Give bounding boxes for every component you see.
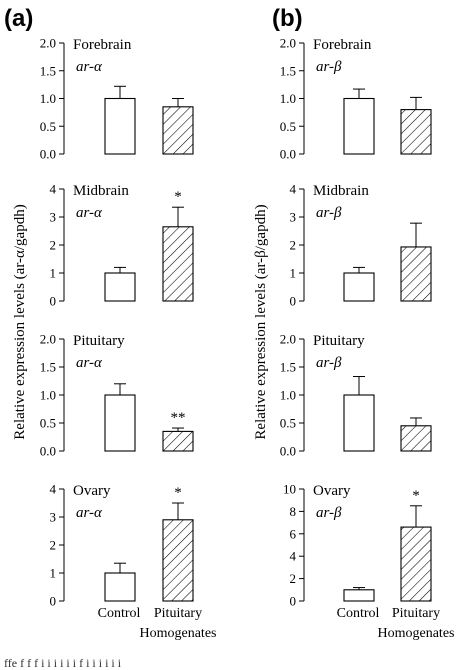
c7-bar-control — [343, 589, 375, 602]
c1-tissue-label: Midbrain — [73, 183, 129, 199]
c2-tick-label-3: 1.5 — [40, 360, 56, 375]
c2-tick-label-2: 1.0 — [40, 388, 56, 403]
c3-bar-pituitary-homogenates — [162, 519, 194, 602]
c4-tick-label-1: 0.5 — [280, 119, 296, 134]
c7-tick-label-4: 8 — [290, 504, 297, 519]
c6-tick-label-2: 1.0 — [280, 388, 296, 403]
panel-label-a: (a) — [4, 5, 33, 32]
c6-gene-label: ar-β — [316, 355, 342, 371]
c0-tissue-label: Forebrain — [73, 37, 132, 53]
c2-tick-label-4: 2.0 — [40, 332, 56, 347]
c4-bar-control — [343, 97, 375, 155]
c4-tick-label-4: 2.0 — [280, 36, 296, 51]
x-category-pituitary-a: Pituitary — [154, 606, 202, 621]
c5-gene-label: ar-β — [316, 205, 342, 221]
c7-bar-pituitary-homogenates — [400, 526, 432, 602]
charts-group: 0.0 0.5 1.0 1.5 2.0 Forebrain ar-α 0 1 2 3 4 Midbrai… — [40, 36, 432, 609]
c3-gene-label: ar-α — [76, 505, 103, 521]
c2-tick-label-1: 0.5 — [40, 416, 56, 431]
c3-tick-label-3: 3 — [50, 510, 57, 525]
c7-tick-label-0: 0 — [290, 594, 297, 609]
c7-gene-label: ar-β — [316, 505, 342, 521]
c5-tick-label-0: 0 — [290, 294, 297, 309]
x-category-homogenates-a: Homogenates — [140, 626, 217, 641]
c3-bar-control — [104, 572, 136, 602]
c2-significance-1: ** — [171, 410, 186, 426]
c7-tick-label-1: 2 — [290, 571, 297, 586]
c3-tick-label-1: 1 — [50, 566, 57, 581]
c7-significance-1: * — [412, 488, 420, 504]
c4-bar-pituitary-homogenates — [400, 109, 432, 155]
c0-gene-label: ar-α — [76, 59, 103, 75]
c5-bar-control — [343, 272, 375, 302]
c1-significance-1: * — [174, 189, 182, 205]
c5-bar-pituitary-homogenates — [400, 246, 432, 302]
c5-tick-label-2: 2 — [290, 238, 297, 253]
c6-tick-label-4: 2.0 — [280, 332, 296, 347]
c4-tick-label-2: 1.0 — [280, 91, 296, 106]
panel-label-b: (b) — [272, 5, 303, 32]
x-category-control-b: Control — [337, 606, 380, 621]
x-category-pituitary-b: Pituitary — [392, 606, 440, 621]
c3-tick-label-2: 2 — [50, 538, 57, 553]
c2-bar-pituitary-homogenates — [162, 430, 194, 452]
c1-gene-label: ar-α — [76, 205, 103, 221]
c2-gene-label: ar-α — [76, 355, 103, 371]
x-category-control-a: Control — [98, 606, 141, 621]
c7-tissue-label: Ovary — [313, 483, 351, 499]
c4-tissue-label: Forebrain — [313, 37, 372, 53]
c5-tick-label-3: 3 — [290, 210, 297, 225]
c3-tick-label-4: 4 — [50, 482, 57, 497]
c6-tick-label-3: 1.5 — [280, 360, 296, 375]
c1-tick-label-1: 1 — [50, 266, 57, 281]
c1-bar-pituitary-homogenates — [162, 226, 194, 302]
c0-bar-pituitary-homogenates — [162, 106, 194, 155]
c7-tick-label-5: 10 — [283, 482, 296, 497]
c6-tissue-label: Pituitary — [313, 333, 365, 349]
c1-tick-label-3: 3 — [50, 210, 57, 225]
c6-tick-label-0: 0.0 — [280, 444, 296, 459]
c5-tick-label-1: 1 — [290, 266, 297, 281]
c3-tick-label-0: 0 — [50, 594, 57, 609]
c0-bar-control — [104, 97, 136, 155]
c0-tick-label-1: 0.5 — [40, 119, 56, 134]
c6-bar-control — [343, 394, 375, 452]
c7-tick-label-3: 6 — [290, 526, 297, 541]
c5-tick-label-4: 4 — [290, 182, 297, 197]
c3-tissue-label: Ovary — [73, 483, 111, 499]
c0-tick-label-4: 2.0 — [40, 36, 56, 51]
c1-tick-label-0: 0 — [50, 294, 57, 309]
y-axis-label-b: Relative expression levels (ar-β/gapdh) — [253, 204, 269, 439]
c6-bar-pituitary-homogenates — [400, 425, 432, 452]
c1-bar-control — [104, 272, 136, 302]
c0-tick-label-2: 1.0 — [40, 91, 56, 106]
c2-bar-control — [104, 394, 136, 452]
c0-tick-label-3: 1.5 — [40, 63, 56, 78]
c3-significance-1: * — [174, 485, 182, 501]
c1-tick-label-4: 4 — [50, 182, 57, 197]
c5-tissue-label: Midbrain — [313, 183, 369, 199]
c2-tick-label-0: 0.0 — [40, 444, 56, 459]
c4-gene-label: ar-β — [316, 59, 342, 75]
y-axis-label-a: Relative expression levels (ar-α/gapdh) — [12, 204, 28, 439]
x-category-homogenates-b: Homogenates — [378, 626, 455, 641]
c6-tick-label-1: 0.5 — [280, 416, 296, 431]
c1-tick-label-2: 2 — [50, 238, 57, 253]
c4-tick-label-0: 0.0 — [280, 147, 296, 162]
c4-tick-label-3: 1.5 — [280, 63, 296, 78]
c2-tissue-label: Pituitary — [73, 333, 125, 349]
c7-tick-label-2: 4 — [290, 549, 297, 564]
c0-tick-label-0: 0.0 — [40, 147, 56, 162]
caption-fragment: ffe f f f i i i i i i f i i i i i i — [4, 656, 122, 670]
